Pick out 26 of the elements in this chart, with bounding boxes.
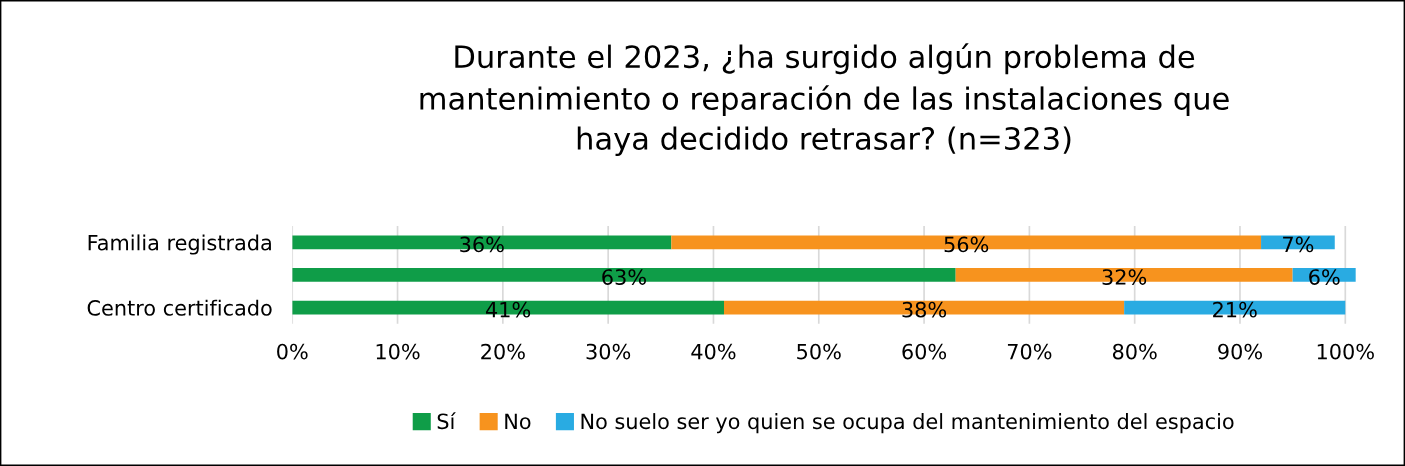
x-tick-label: 80% (1112, 343, 1157, 360)
x-tick-label: 0% (277, 343, 308, 360)
data-label: 6% (1309, 269, 1340, 285)
data-label: 41% (485, 301, 531, 318)
data-label: 36% (460, 236, 504, 253)
legend-label: Sí (437, 412, 456, 430)
y-tick-label: Familia registrada (88, 234, 271, 255)
data-label: 38% (902, 301, 947, 318)
x-tick-label: 30% (586, 343, 631, 360)
x-tick-label: 10% (376, 343, 420, 360)
legend-label: No (505, 413, 531, 430)
legend-label: No suelo ser yo quien se ocupa del mantenimiento del espacio (581, 413, 1234, 434)
x-tick-label: 50% (797, 343, 841, 360)
x-tick-label: 70% (1007, 343, 1052, 360)
y-tick-label: Centro certificado (87, 299, 272, 316)
chart-title: Durante el 2023, ¿ha surgido algún problema de mantenimiento o reparación de las instalaciones que haya decidido retrasar? (n=323) (420, 43, 1229, 156)
data-label: 56% (944, 236, 989, 253)
data-label: 21% (1213, 301, 1257, 318)
x-tick-label: 40% (691, 343, 736, 360)
data-label: 63% (602, 269, 646, 285)
data-label: 7% (1283, 236, 1314, 253)
data-label: 32% (1102, 269, 1147, 285)
x-tick-label: 100% (1317, 343, 1374, 360)
x-tick-label: 90% (1218, 343, 1262, 360)
x-tick-label: 60% (902, 343, 947, 360)
x-tick-label: 20% (481, 343, 525, 360)
